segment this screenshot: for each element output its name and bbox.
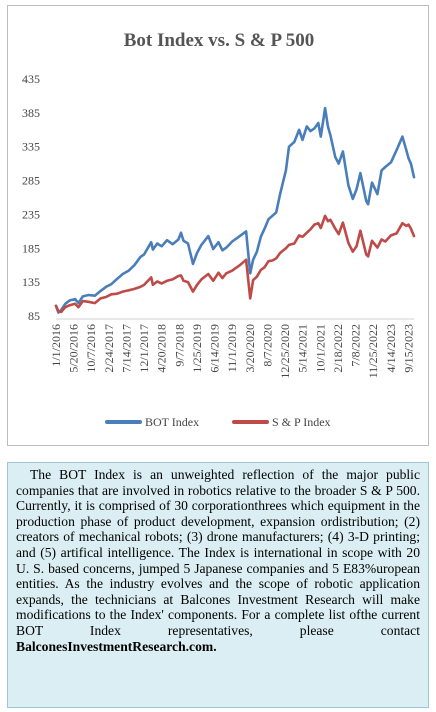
y-tick-label: 235 — [22, 207, 40, 221]
chart-panel: Bot Index vs. S & P 500 85 135 185 235 285 33… — [7, 5, 429, 446]
chart-title: Bot Index vs. S & P 500 — [124, 30, 315, 51]
x-tick-label: 6/14/2019 — [208, 324, 222, 373]
contact-link-text: BalconesInvestmentResearch.com. — [16, 638, 217, 654]
x-tick-label: 5/20/2016 — [67, 324, 81, 373]
y-tick-label: 335 — [22, 140, 40, 154]
chart-svg: Bot Index vs. S & P 500 85 135 185 235 285 33… — [22, 30, 416, 429]
x-tick-label: 7/14/2017 — [119, 324, 133, 373]
description-panel: The BOT Index is an unweighted reflectio… — [7, 462, 429, 708]
x-tick-label: 12/1/2017 — [137, 324, 151, 373]
x-tick-label: 1/1/2016 — [49, 324, 63, 367]
x-tick-label: 9/7/2018 — [172, 324, 186, 367]
y-tick-label: 135 — [22, 275, 40, 289]
description-body: The BOT Index is an unweighted reflectio… — [16, 467, 420, 638]
x-tick-label: 10/7/2016 — [84, 324, 98, 373]
x-tick-label: 11/25/2022 — [366, 324, 380, 378]
y-axis: 85 135 185 235 285 335 385 435 — [22, 72, 40, 323]
description-text: The BOT Index is an unweighted reflectio… — [16, 467, 420, 654]
y-tick-label: 385 — [22, 106, 40, 120]
y-tick-label: 185 — [22, 241, 40, 255]
legend-label: S & P Index — [272, 415, 331, 429]
x-tick-label: 4/20/2018 — [155, 324, 169, 373]
x-tick-label: 10/1/2021 — [313, 324, 327, 373]
x-tick-label: 12/25/2020 — [278, 324, 292, 379]
x-axis: 1/1/2016 5/20/2016 10/7/2016 2/24/2017 7/14/… — [49, 318, 415, 379]
series-line-sp-index — [54, 214, 416, 314]
x-tick-label: 2/24/2017 — [102, 324, 116, 373]
x-tick-label: 11/1/2019 — [225, 324, 239, 372]
y-tick-label: 285 — [22, 174, 40, 188]
x-tick-label: 4/14/2023 — [384, 324, 398, 373]
chart-legend: BOT Index S & P Index — [105, 415, 331, 429]
plot-area — [54, 106, 416, 314]
y-tick-label: 85 — [28, 309, 40, 323]
x-tick-label: 2/18/2022 — [331, 324, 345, 373]
x-tick-label: 8/7/2020 — [260, 324, 274, 367]
legend-label: BOT Index — [145, 415, 199, 429]
x-tick-label: 9/15/2023 — [401, 324, 415, 373]
series-line-bot-index — [54, 106, 416, 314]
y-tick-label: 435 — [22, 72, 40, 86]
x-tick-label: 5/14/2021 — [296, 324, 310, 373]
x-tick-label: 7/8/2022 — [349, 324, 363, 367]
x-tick-label: 1/25/2019 — [190, 324, 204, 373]
x-tick-label: 3/20/2020 — [243, 324, 257, 373]
